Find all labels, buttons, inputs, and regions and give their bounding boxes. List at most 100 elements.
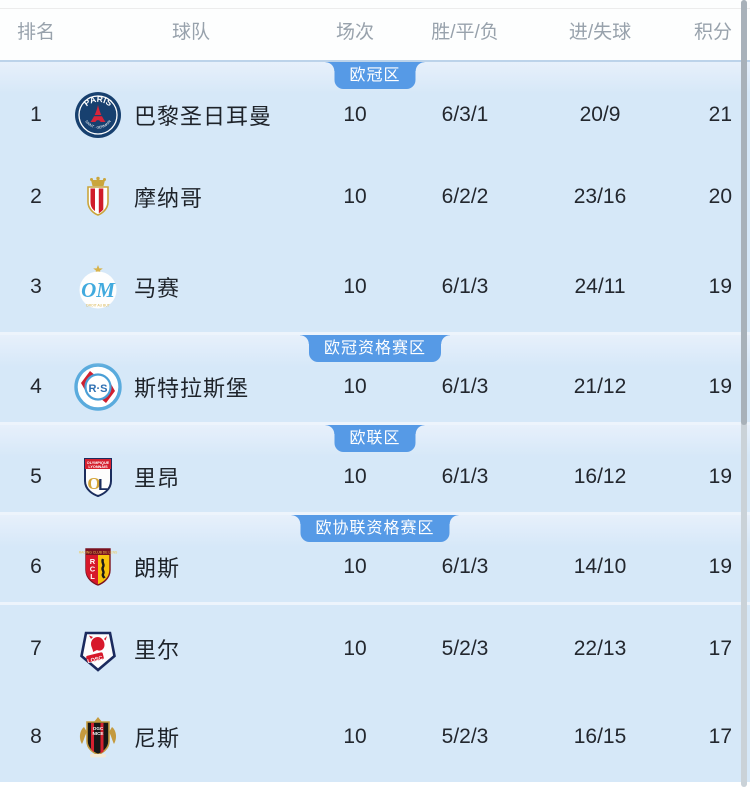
- header-points: 积分: [693, 21, 732, 43]
- svg-text:O: O: [87, 474, 100, 493]
- wdl-cell: 6/3/1: [441, 103, 489, 126]
- scrollbar[interactable]: [741, 0, 747, 787]
- svg-text:R: R: [90, 557, 96, 566]
- goals-cell: 20/9: [579, 103, 621, 126]
- team-name: 里昂: [134, 465, 181, 491]
- team-name: 尼斯: [134, 726, 181, 751]
- header-wdl: 胜/平/负: [431, 21, 499, 43]
- monaco-crest-icon: [87, 176, 109, 216]
- team-name: 里尔: [134, 637, 181, 663]
- svg-text:OLYMPIQUE: OLYMPIQUE: [87, 460, 110, 464]
- header-played: 场次: [335, 21, 374, 43]
- header-goals: 进/失球: [568, 21, 632, 43]
- rank-cell: 6: [30, 554, 42, 578]
- svg-text:DROIT AU BUT: DROIT AU BUT: [86, 304, 110, 308]
- rank-cell: 2: [30, 185, 42, 208]
- table-row[interactable]: 2 摩纳哥 10 6/2/2 23/16 20: [0, 152, 750, 242]
- played-cell: 10: [343, 636, 367, 660]
- svg-text:OM: OM: [81, 278, 116, 302]
- points-cell: 19: [708, 464, 732, 488]
- goals-cell: 21/12: [573, 374, 627, 398]
- table-row[interactable]: 7 LOSC 里尔 10 5/2/3 22/13 17: [0, 602, 750, 692]
- played-cell: 10: [343, 103, 367, 126]
- points-cell: 19: [708, 275, 732, 298]
- points-cell: 19: [708, 374, 732, 398]
- goals-cell: 23/16: [573, 185, 627, 208]
- played-cell: 10: [343, 374, 367, 398]
- played-cell: 10: [343, 464, 367, 488]
- wdl-cell: 5/2/3: [441, 725, 489, 748]
- marseille-crest-icon: OM DROIT AU BUT: [79, 265, 117, 309]
- goals-cell: 24/11: [574, 275, 626, 298]
- table-row[interactable]: 欧联区 5 OLYMPIQUE LYONNAIS O L 里昂 10 6/1/3 16…: [0, 422, 750, 512]
- team-name: 摩纳哥: [134, 186, 204, 211]
- rank-cell: 1: [30, 103, 42, 126]
- svg-text:PARIS: PARIS: [82, 94, 115, 109]
- rank-cell: 7: [30, 636, 42, 660]
- wdl-cell: 6/1/3: [441, 554, 489, 578]
- wdl-cell: 6/2/2: [441, 185, 489, 208]
- team-logo-cell: [72, 173, 124, 221]
- svg-text:R·S: R·S: [89, 383, 108, 395]
- table-row[interactable]: 欧冠资格赛区 4 R·S 斯特拉斯堡 10 6/1/3 21/12 19: [0, 332, 750, 422]
- played-cell: 10: [343, 185, 367, 208]
- svg-text:LOSC: LOSC: [87, 655, 104, 665]
- svg-text:C: C: [90, 564, 96, 573]
- goals-cell: 16/12: [573, 464, 627, 488]
- svg-text:L: L: [90, 572, 95, 581]
- team-logo-cell: LOSC: [72, 625, 124, 673]
- header-rank: 排名: [16, 21, 55, 43]
- points-cell: 21: [708, 103, 732, 126]
- wdl-cell: 6/1/3: [441, 464, 489, 488]
- team-logo-cell: OGC NICE: [72, 713, 124, 761]
- played-cell: 10: [343, 725, 367, 748]
- team-logo-cell: R·S: [72, 362, 124, 411]
- table-header-row: 排名 球队 场次 胜/平/负 进/失球 积分: [0, 0, 750, 62]
- svg-text:RACING CLUB DE LENS: RACING CLUB DE LENS: [79, 550, 118, 554]
- svg-text:L: L: [98, 477, 108, 494]
- zone-badge: 欧联区: [325, 425, 425, 452]
- team-name: 斯特拉斯堡: [134, 375, 250, 401]
- svg-text:NICE: NICE: [93, 731, 104, 736]
- table-row[interactable]: 欧冠区 1 PARIS SAINT · GERMAIN 巴黎圣日耳曼 10 6/3…: [0, 62, 750, 152]
- team-logo-cell: OM DROIT AU BUT: [72, 263, 124, 311]
- goals-cell: 16/15: [573, 725, 627, 748]
- played-cell: 10: [343, 554, 367, 578]
- table-row[interactable]: 8 OGC NICE 尼斯 10 5/2/3 16/15 17: [0, 692, 750, 782]
- team-name: 巴黎圣日耳曼: [134, 104, 273, 129]
- team-logo-cell: OLYMPIQUE LYONNAIS O L: [72, 453, 124, 501]
- team-logo-cell: RACING CLUB DE LENS R C L: [72, 543, 124, 591]
- points-cell: 19: [708, 554, 732, 578]
- rank-cell: 4: [30, 374, 42, 398]
- zone-badge: 欧冠资格赛区: [299, 335, 451, 362]
- table-body: 欧冠区 1 PARIS SAINT · GERMAIN 巴黎圣日耳曼 10 6/3…: [0, 62, 750, 782]
- svg-text:OGC: OGC: [93, 726, 104, 731]
- points-cell: 20: [708, 185, 732, 208]
- team-logo-cell: PARIS SAINT · GERMAIN: [72, 91, 124, 139]
- lille-crest-icon: LOSC: [80, 631, 116, 672]
- rank-cell: 8: [30, 725, 42, 748]
- lens-crest-icon: RACING CLUB DE LENS RCL: [79, 547, 118, 586]
- points-cell: 17: [708, 725, 732, 748]
- svg-text:LYONNAIS: LYONNAIS: [88, 465, 108, 469]
- played-cell: 10: [343, 275, 367, 298]
- zone-badge: 欧协联资格赛区: [291, 515, 459, 542]
- wdl-cell: 6/1/3: [441, 374, 489, 398]
- wdl-cell: 6/1/3: [441, 275, 489, 298]
- header-team: 球队: [171, 21, 210, 43]
- zone-badge: 欧冠区: [325, 62, 425, 89]
- table-row[interactable]: 3 OM DROIT AU BUT 马赛 10 6/1/3 24/11 19: [0, 242, 750, 332]
- table-row[interactable]: 欧协联资格赛区 6 RACING CLUB DE LENS R C L 朗斯 10 6…: [0, 512, 750, 602]
- goals-cell: 14/10: [573, 554, 627, 578]
- points-cell: 17: [708, 636, 732, 660]
- goals-cell: 22/13: [573, 636, 627, 660]
- wdl-cell: 5/2/3: [441, 636, 489, 660]
- scrollbar-thumb[interactable]: [741, 0, 747, 425]
- team-name: 朗斯: [134, 555, 181, 581]
- team-name: 马赛: [134, 276, 181, 301]
- rank-cell: 5: [30, 464, 42, 488]
- strasbourg-crest-icon: R·S: [74, 362, 122, 411]
